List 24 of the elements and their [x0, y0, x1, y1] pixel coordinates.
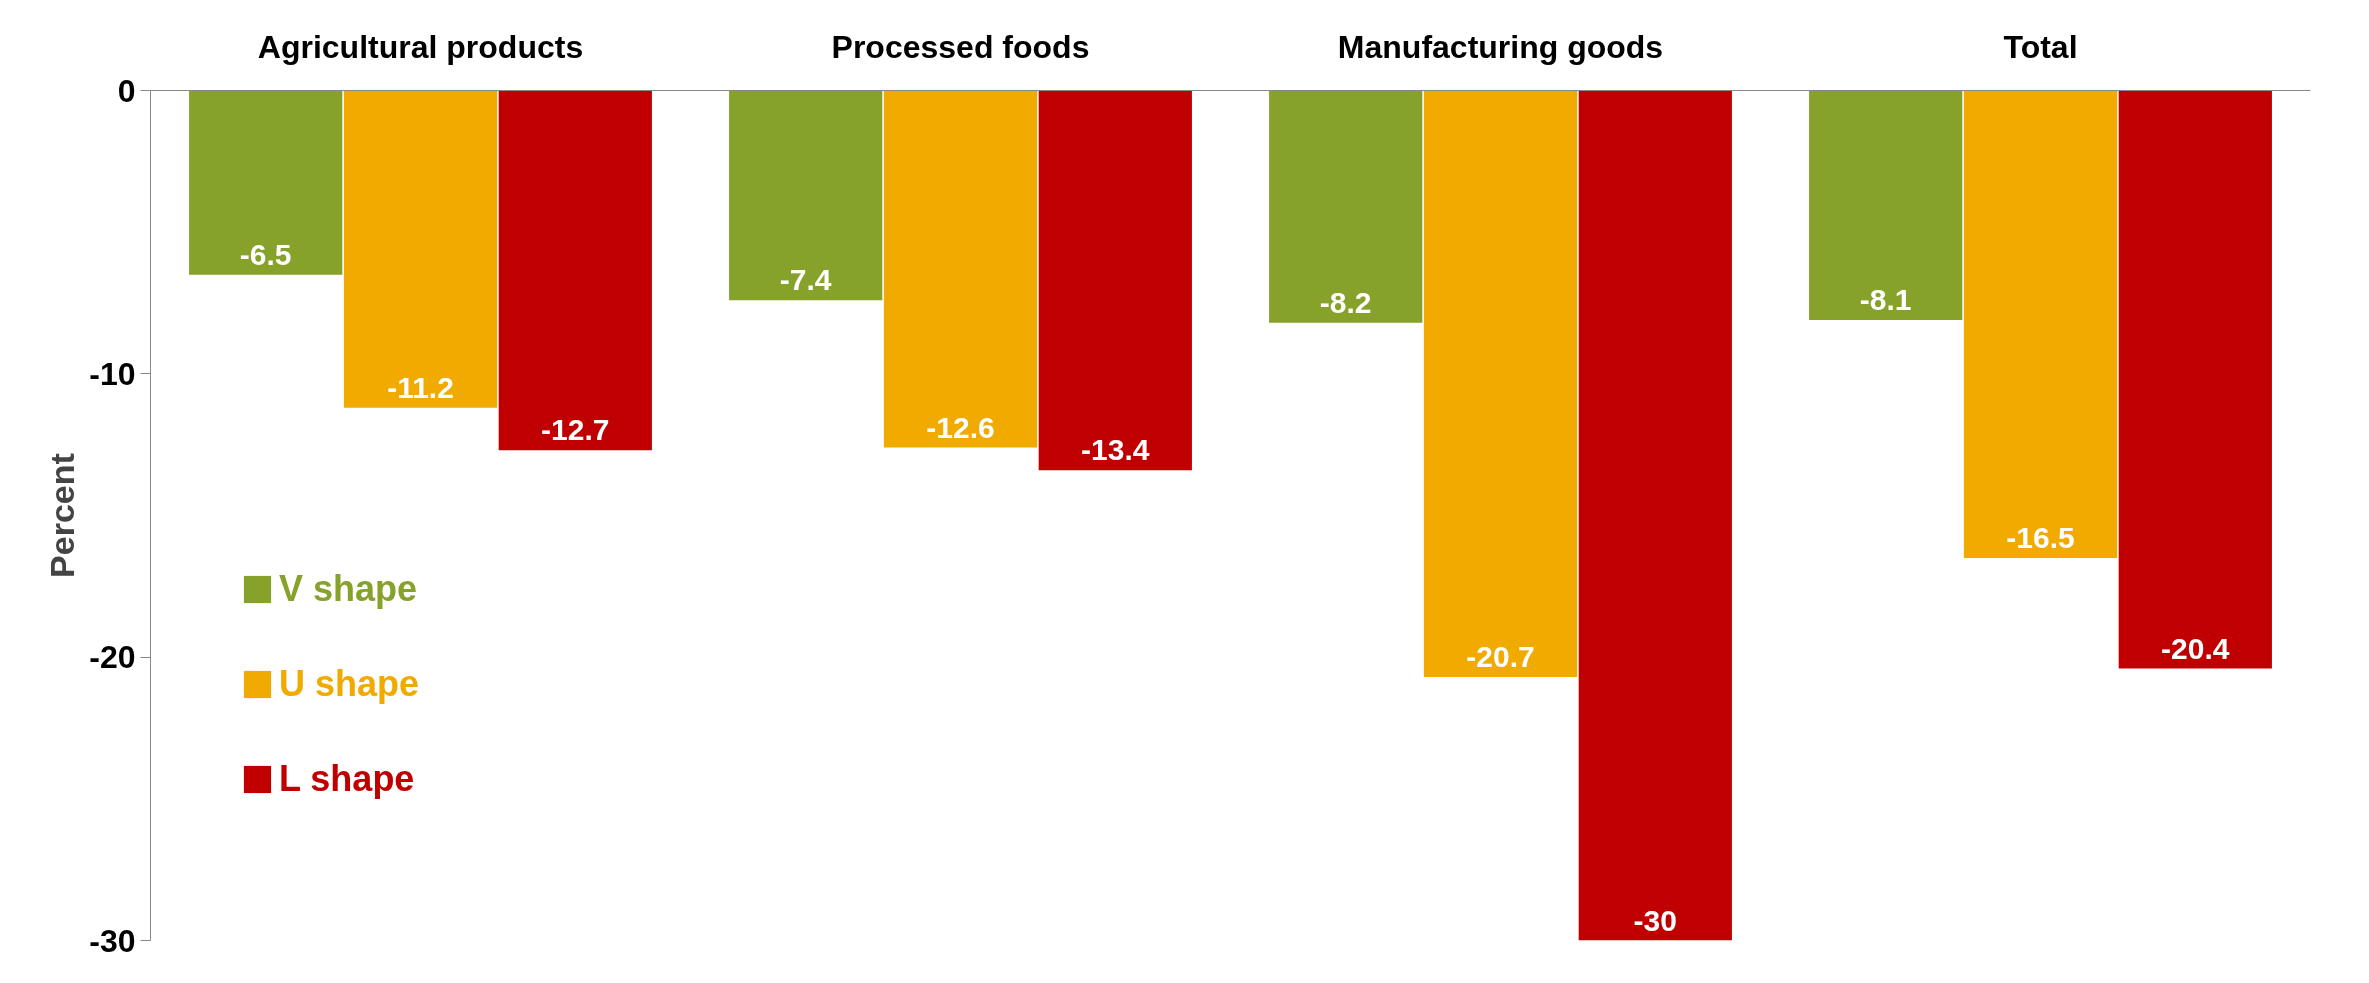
- x-tick-label: Processed foods: [831, 28, 1090, 65]
- data-label: -20.4: [2161, 631, 2230, 665]
- data-label: -12.6: [926, 410, 995, 444]
- data-label: -16.5: [2006, 521, 2075, 554]
- y-tick-label: -10: [89, 355, 136, 392]
- data-label: -12.7: [541, 413, 610, 447]
- y-tick-label: 0: [117, 72, 136, 109]
- x-tick-label: Total: [2003, 28, 2078, 65]
- data-label: -7.4: [779, 263, 832, 297]
- data-label: -20.7: [1466, 640, 1535, 673]
- y-tick-label: -20: [89, 639, 136, 676]
- data-label: -8.2: [1319, 285, 1372, 319]
- data-label: -30: [1633, 903, 1677, 937]
- data-label: -11.2: [387, 370, 454, 404]
- data-label: -6.5: [239, 237, 292, 271]
- y-tick-label: -30: [89, 922, 136, 959]
- legend-label: V shape: [279, 568, 418, 610]
- x-tick-label: Manufacturing goods: [1337, 28, 1664, 65]
- x-tick-label: Agricultural products: [257, 28, 584, 65]
- data-label: -13.4: [1081, 433, 1150, 467]
- legend-label: U shape: [279, 663, 420, 705]
- legend-label: L shape: [279, 758, 415, 800]
- data-label: -8.1: [1859, 283, 1912, 316]
- y-axis-title: Percent: [43, 453, 82, 578]
